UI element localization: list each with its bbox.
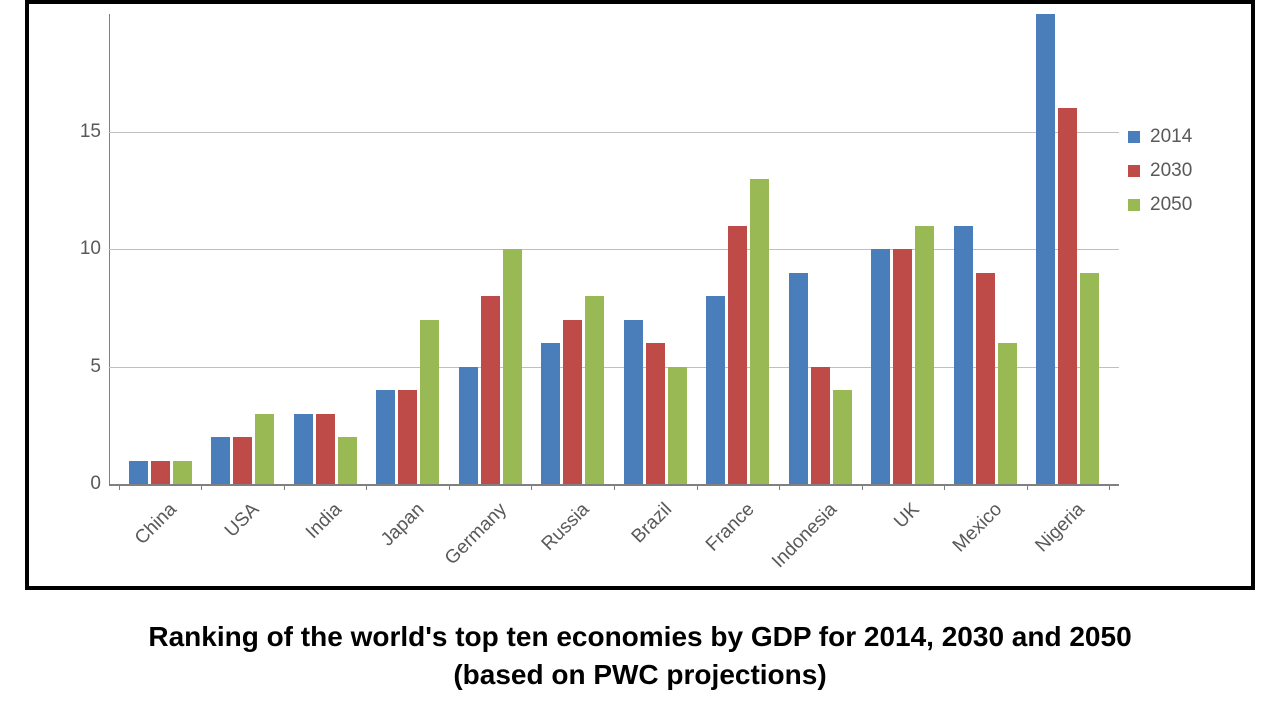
legend: 2014 2030 2050 bbox=[1128, 114, 1223, 228]
bar bbox=[316, 414, 335, 485]
bar bbox=[294, 414, 313, 485]
bar bbox=[893, 249, 912, 484]
y-tick-label: 0 bbox=[90, 473, 101, 495]
y-tick-label: 5 bbox=[90, 356, 101, 378]
bar bbox=[624, 320, 643, 485]
bar bbox=[1080, 273, 1099, 485]
caption-line-2: (based on PWC projections) bbox=[453, 659, 826, 690]
x-tick bbox=[449, 484, 450, 490]
page: 0 5 10 15 ChinaUSAIndiaJapanGermanyRussiaBr… bbox=[0, 0, 1280, 720]
bar bbox=[1036, 14, 1055, 484]
bar bbox=[976, 273, 995, 485]
bar bbox=[728, 226, 747, 485]
x-tick bbox=[119, 484, 120, 490]
legend-label: 2050 bbox=[1150, 194, 1192, 216]
x-tick bbox=[1109, 484, 1110, 490]
x-label: China bbox=[126, 499, 182, 555]
bar bbox=[998, 343, 1017, 484]
bar bbox=[459, 367, 478, 485]
x-tick bbox=[614, 484, 615, 490]
bar bbox=[541, 343, 560, 484]
bar bbox=[706, 296, 725, 484]
bar bbox=[233, 437, 252, 484]
bar bbox=[750, 179, 769, 485]
bar bbox=[173, 461, 192, 485]
chart-caption: Ranking of the world's top ten economies… bbox=[0, 618, 1280, 694]
plot-area: ChinaUSAIndiaJapanGermanyRussiaBrazilFra… bbox=[109, 14, 1119, 484]
bar bbox=[255, 414, 274, 485]
bar bbox=[668, 367, 687, 485]
legend-item: 2014 bbox=[1128, 126, 1223, 148]
x-tick bbox=[944, 484, 945, 490]
bar bbox=[585, 296, 604, 484]
bar bbox=[1058, 108, 1077, 484]
bar bbox=[503, 249, 522, 484]
bar bbox=[871, 249, 890, 484]
chart-frame: 0 5 10 15 ChinaUSAIndiaJapanGermanyRussiaBr… bbox=[25, 0, 1255, 590]
legend-item: 2030 bbox=[1128, 160, 1223, 182]
caption-line-1: Ranking of the world's top ten economies… bbox=[148, 621, 1131, 652]
x-tick bbox=[779, 484, 780, 490]
bar bbox=[481, 296, 500, 484]
bar bbox=[338, 437, 357, 484]
bar bbox=[789, 273, 808, 485]
x-tick bbox=[284, 484, 285, 490]
bar bbox=[398, 390, 417, 484]
bar bbox=[129, 461, 148, 485]
legend-item: 2050 bbox=[1128, 194, 1223, 216]
legend-swatch bbox=[1128, 165, 1140, 177]
x-tick bbox=[531, 484, 532, 490]
x-tick bbox=[201, 484, 202, 490]
x-tick bbox=[862, 484, 863, 490]
gridline bbox=[109, 132, 1119, 133]
bar bbox=[376, 390, 395, 484]
bar bbox=[811, 367, 830, 485]
bar bbox=[420, 320, 439, 485]
legend-label: 2030 bbox=[1150, 160, 1192, 182]
x-tick bbox=[697, 484, 698, 490]
legend-swatch bbox=[1128, 199, 1140, 211]
bar bbox=[211, 437, 230, 484]
y-tick-label: 10 bbox=[80, 238, 101, 260]
legend-swatch bbox=[1128, 131, 1140, 143]
y-tick-label: 15 bbox=[80, 121, 101, 143]
bar bbox=[954, 226, 973, 485]
bar bbox=[646, 343, 665, 484]
bar bbox=[563, 320, 582, 485]
y-axis: 051015 bbox=[59, 14, 109, 484]
legend-label: 2014 bbox=[1150, 126, 1192, 148]
bar bbox=[915, 226, 934, 485]
bar bbox=[151, 461, 170, 485]
x-tick bbox=[366, 484, 367, 490]
bar bbox=[833, 390, 852, 484]
x-tick bbox=[1027, 484, 1028, 490]
